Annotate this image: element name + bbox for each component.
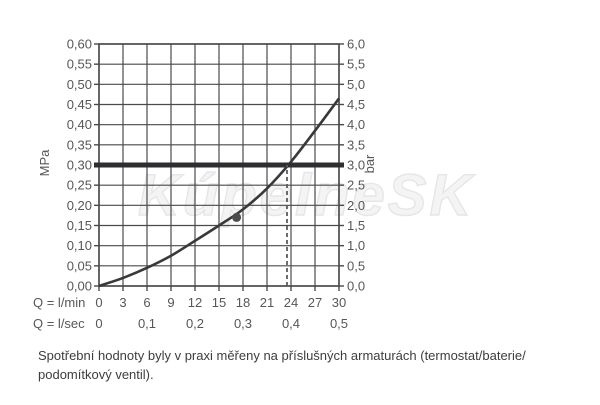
y-left-axis-title: MPa	[37, 149, 52, 177]
y-left-tick-label: 0,55	[67, 57, 92, 72]
y-right-tick-label: 3,5	[347, 137, 365, 152]
y-left-tick-label: 0,35	[67, 137, 92, 152]
x-axis-row1-label: Q = l/min	[33, 295, 85, 310]
x-tick-label-lsec: 0,1	[138, 316, 156, 331]
y-left-tick-label: 0,40	[67, 117, 92, 132]
y-left-tick-label: 0,45	[67, 97, 92, 112]
y-left-tick-label: 0,60	[67, 37, 92, 52]
operating-point-marker	[232, 212, 242, 222]
y-left-tick-labels: 0,60 0,55 0,50 0,45 0,40 0,35 0,30 0,25 0,20 0,15…	[67, 37, 92, 294]
caption-line-1: Spotřební hodnoty byly v praxi měřeny na…	[38, 348, 526, 363]
x-tick-label-lmin: 12	[188, 295, 202, 310]
y-right-tick-label: 0,0	[347, 279, 365, 294]
y-left-tick-label: 0,05	[67, 258, 92, 273]
y-left-tick-label: 0,30	[67, 158, 92, 173]
caption-text: Spotřební hodnoty byly v praxi měřeny na…	[38, 346, 598, 384]
y-left-tick-label: 0,25	[67, 178, 92, 193]
flow-curve	[98, 97, 341, 288]
x-axis-row2-label: Q = l/sec	[33, 316, 85, 331]
x-tick-label-lmin: 9	[167, 295, 174, 310]
x-tick-label-lmin: 24	[284, 295, 298, 310]
x-tick-label-lsec: 0,2	[186, 316, 204, 331]
y-right-tick-label: 2,0	[347, 198, 365, 213]
x-tick-label-lsec: 0	[95, 316, 102, 331]
x-tick-label-lmin: 0	[95, 295, 102, 310]
y-right-tick-label: 3,0	[347, 158, 365, 173]
y-left-tick-label: 0,15	[67, 218, 92, 233]
y-right-tick-label: 1,0	[347, 238, 365, 253]
x-tick-label-lsec: 0,4	[282, 316, 300, 331]
x-tick-label-lsec: 0,5	[330, 316, 348, 331]
y-right-tick-label: 6,0	[347, 37, 365, 52]
y-left-tick-label: 0,00	[67, 279, 92, 294]
x-tick-label-lmin: 30	[332, 295, 346, 310]
y-right-tick-labels: 6,0 5,5 5,0 4,5 4,0 3,5 3,0 2,5 2,0 1,5 1,0 0,5 0,0	[347, 37, 365, 294]
y-right-tick-label: 1,5	[347, 218, 365, 233]
x-tick-labels-lmin: 0 3 6 9 12 15 18 21 24 27 30	[95, 295, 346, 310]
y-right-tick-label: 5,0	[347, 77, 365, 92]
caption-line-2: podomítkový ventil).	[38, 367, 154, 382]
y-right-tick-label: 4,0	[347, 117, 365, 132]
y-right-tick-label: 2,5	[347, 178, 365, 193]
x-tick-label-lmin: 27	[308, 295, 322, 310]
x-tick-labels-lsec: 0 0,1 0,2 0,3 0,4 0,5	[95, 316, 348, 331]
axis-ticks	[94, 43, 344, 291]
y-left-tick-label: 0,10	[67, 238, 92, 253]
x-tick-label-lmin: 21	[260, 295, 274, 310]
y-right-axis-title: bar	[362, 154, 377, 173]
x-tick-label-lmin: 3	[119, 295, 126, 310]
flow-pressure-chart: 0,600,550,500,450,400,350,300,250,200,15…	[33, 37, 377, 332]
x-tick-label-lmin: 15	[212, 295, 226, 310]
x-tick-label-lsec: 0,3	[234, 316, 252, 331]
y-left-tick-label: 0,50	[67, 77, 92, 92]
y-right-tick-label: 4,5	[347, 97, 365, 112]
y-right-tick-label: 5,5	[347, 57, 365, 72]
y-right-tick-label: 0,5	[347, 258, 365, 273]
y-left-tick-label: 0,20	[67, 198, 92, 213]
x-tick-label-lmin: 18	[236, 295, 250, 310]
x-tick-label-lmin: 6	[143, 295, 150, 310]
